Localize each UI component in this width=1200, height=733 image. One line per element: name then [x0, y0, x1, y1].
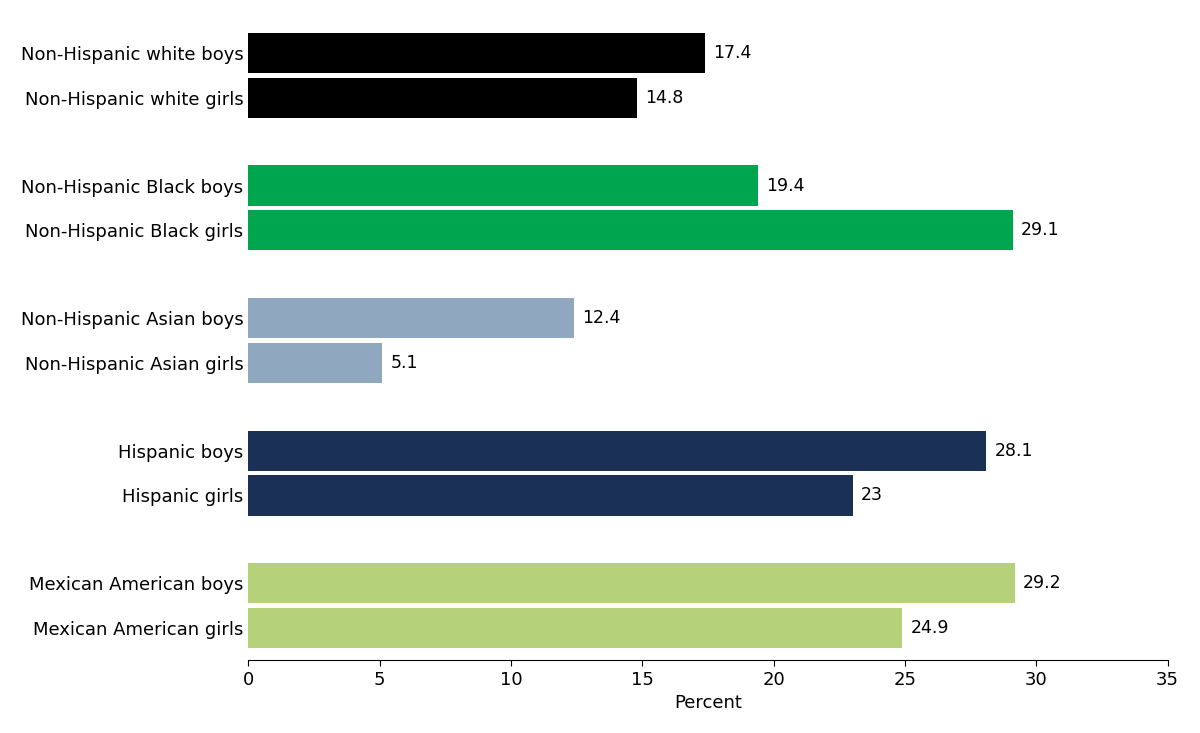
- Bar: [248, 33, 706, 73]
- Text: 29.1: 29.1: [1020, 221, 1060, 240]
- Bar: [248, 210, 1013, 251]
- Bar: [248, 78, 637, 118]
- Bar: [248, 298, 574, 338]
- X-axis label: Percent: Percent: [674, 694, 742, 712]
- Bar: [248, 563, 1015, 603]
- Text: 24.9: 24.9: [911, 619, 949, 637]
- Text: 14.8: 14.8: [646, 89, 683, 107]
- Bar: [248, 475, 852, 515]
- Bar: [248, 608, 902, 648]
- Text: 19.4: 19.4: [766, 177, 804, 194]
- Text: 29.2: 29.2: [1024, 574, 1062, 592]
- Text: 5.1: 5.1: [390, 354, 418, 372]
- Text: 17.4: 17.4: [713, 44, 751, 62]
- Bar: [248, 343, 383, 383]
- Bar: [248, 430, 986, 471]
- Text: 23: 23: [860, 487, 882, 504]
- Bar: [248, 166, 758, 206]
- Text: 28.1: 28.1: [995, 442, 1033, 460]
- Text: 12.4: 12.4: [582, 309, 620, 327]
